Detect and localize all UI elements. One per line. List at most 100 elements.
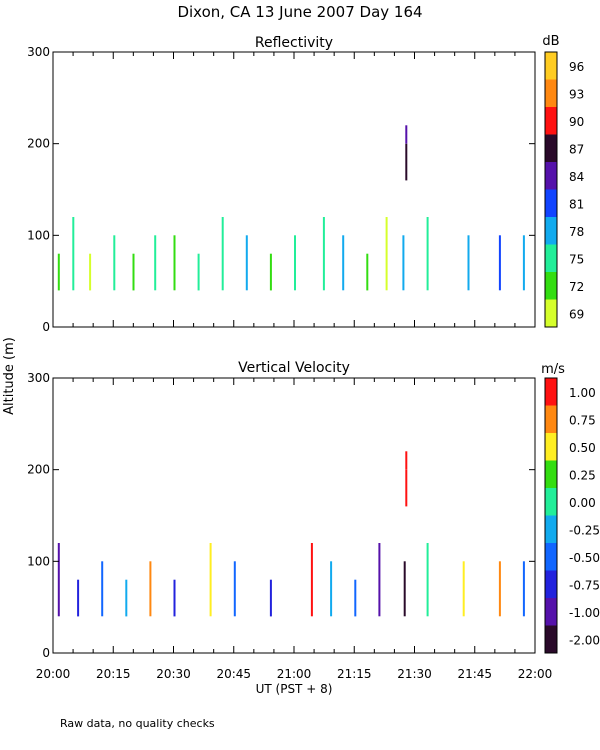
data-column	[354, 579, 357, 617]
y-tick-label: 300	[27, 371, 50, 385]
data-column	[57, 253, 60, 291]
data-column	[154, 235, 157, 291]
data-column	[498, 561, 501, 617]
colorbar-label: -1.00	[569, 606, 600, 620]
data-column	[310, 543, 313, 617]
data-column	[322, 217, 325, 291]
colorbar-segment	[545, 433, 557, 461]
colorbar-label: 72	[569, 280, 584, 294]
colorbar-label: 78	[569, 225, 584, 239]
colorbar-segment	[545, 488, 557, 516]
colorbar-segment	[545, 378, 557, 406]
panel-vertical-velocity-title: Vertical Velocity	[238, 360, 350, 376]
colorbar-segment	[545, 107, 557, 135]
panel-reflectivity-title: Reflectivity	[255, 35, 333, 51]
data-column	[89, 253, 92, 291]
data-column	[197, 253, 200, 291]
reflectivity-x-ticks	[52, 52, 536, 327]
data-column	[294, 235, 296, 291]
y-axis-label: Altitude (m)	[2, 337, 17, 415]
x-tick-label: 21:00	[277, 667, 312, 681]
colorbar-segment	[545, 217, 557, 245]
x-tick-label: 20:30	[156, 667, 191, 681]
velocity-y-axis: 0 100 200 300	[27, 371, 535, 660]
data-column	[426, 217, 429, 291]
data-column	[342, 235, 345, 291]
colorbar-label: 84	[569, 170, 584, 184]
colorbar-label: -2.00	[569, 633, 600, 647]
y-tick-label: 100	[27, 228, 50, 242]
data-column	[467, 235, 470, 291]
colorbar-label: -0.75	[569, 578, 600, 592]
colorbar-segment	[545, 162, 557, 190]
x-tick-label: 21:15	[337, 667, 372, 681]
colorbar-segment	[545, 460, 557, 488]
x-axis-label: UT (PST + 8)	[256, 682, 333, 696]
x-tick-label: 20:45	[216, 667, 251, 681]
data-column	[221, 217, 224, 291]
x-tick-label: 21:45	[457, 667, 492, 681]
colorbar-label: 69	[569, 307, 584, 321]
colorbar-label: 87	[569, 142, 584, 156]
colorbar-label: 0.25	[569, 468, 596, 482]
colorbar-segment	[545, 244, 557, 272]
data-column	[462, 561, 465, 617]
y-tick-label: 100	[27, 554, 50, 568]
colorbar-label: -0.50	[569, 551, 600, 565]
data-column	[498, 235, 501, 291]
data-column	[522, 561, 525, 617]
panel-reflectivity: Reflectivity 0 100 200 300 dB 69 72 75 78 81 84 8…	[27, 34, 584, 334]
reflectivity-colorbar: 69 72 75 78 81 84 87 90 93 96	[544, 51, 584, 328]
velocity-colorbar: -2.00 -1.00 -0.75 -0.50 -0.25 0.00 0.25 0.50 0.7…	[544, 377, 600, 654]
colorbar-label: 90	[569, 115, 584, 129]
x-tick-label: 21:30	[397, 667, 432, 681]
colorbar-segment	[545, 625, 557, 653]
velocity-plot-area	[57, 451, 525, 617]
data-column	[330, 561, 333, 617]
data-column	[405, 125, 408, 144]
colorbar-segment	[545, 570, 557, 598]
data-column	[173, 579, 176, 617]
colorbar-label: 0.75	[569, 413, 596, 427]
colorbar-segment	[545, 299, 557, 327]
figure-title: Dixon, CA 13 June 2007 Day 164	[177, 3, 422, 21]
colorbar-label: 81	[569, 197, 584, 211]
data-column	[101, 561, 104, 617]
data-column	[77, 579, 80, 617]
data-column	[405, 451, 408, 470]
data-column	[426, 543, 429, 617]
data-column	[125, 579, 128, 617]
colorbar-segment	[545, 543, 557, 571]
colorbar-label: 93	[569, 87, 584, 101]
x-tick-label: 22:00	[518, 667, 553, 681]
data-column	[522, 235, 525, 291]
velocity-colorbar-unit: m/s	[541, 362, 565, 377]
data-column	[113, 235, 116, 291]
data-column	[72, 217, 75, 291]
colorbar-label: 1.00	[569, 386, 596, 400]
data-column	[173, 235, 176, 291]
data-column	[405, 143, 408, 181]
colorbar-frame	[544, 377, 558, 654]
y-tick-label: 200	[27, 463, 50, 477]
y-tick-label: 0	[42, 320, 50, 334]
y-tick-label: 0	[42, 646, 50, 660]
data-column	[378, 543, 381, 617]
colorbar-segment	[545, 79, 557, 107]
colorbar-label: 0.50	[569, 441, 596, 455]
footnote: Raw data, no quality checks	[60, 717, 215, 730]
colorbar-segment	[545, 598, 557, 626]
reflectivity-colorbar-unit: dB	[542, 34, 559, 49]
data-column	[269, 253, 272, 291]
data-column	[402, 235, 405, 291]
data-column	[132, 253, 135, 291]
x-tick-label: 20:00	[36, 667, 71, 681]
data-column	[233, 561, 236, 617]
colorbar-label: 75	[569, 252, 584, 266]
colorbar-segment	[545, 52, 557, 80]
data-column	[149, 561, 152, 617]
x-tick-label: 20:15	[96, 667, 131, 681]
data-column	[385, 217, 388, 291]
data-column	[269, 579, 272, 617]
